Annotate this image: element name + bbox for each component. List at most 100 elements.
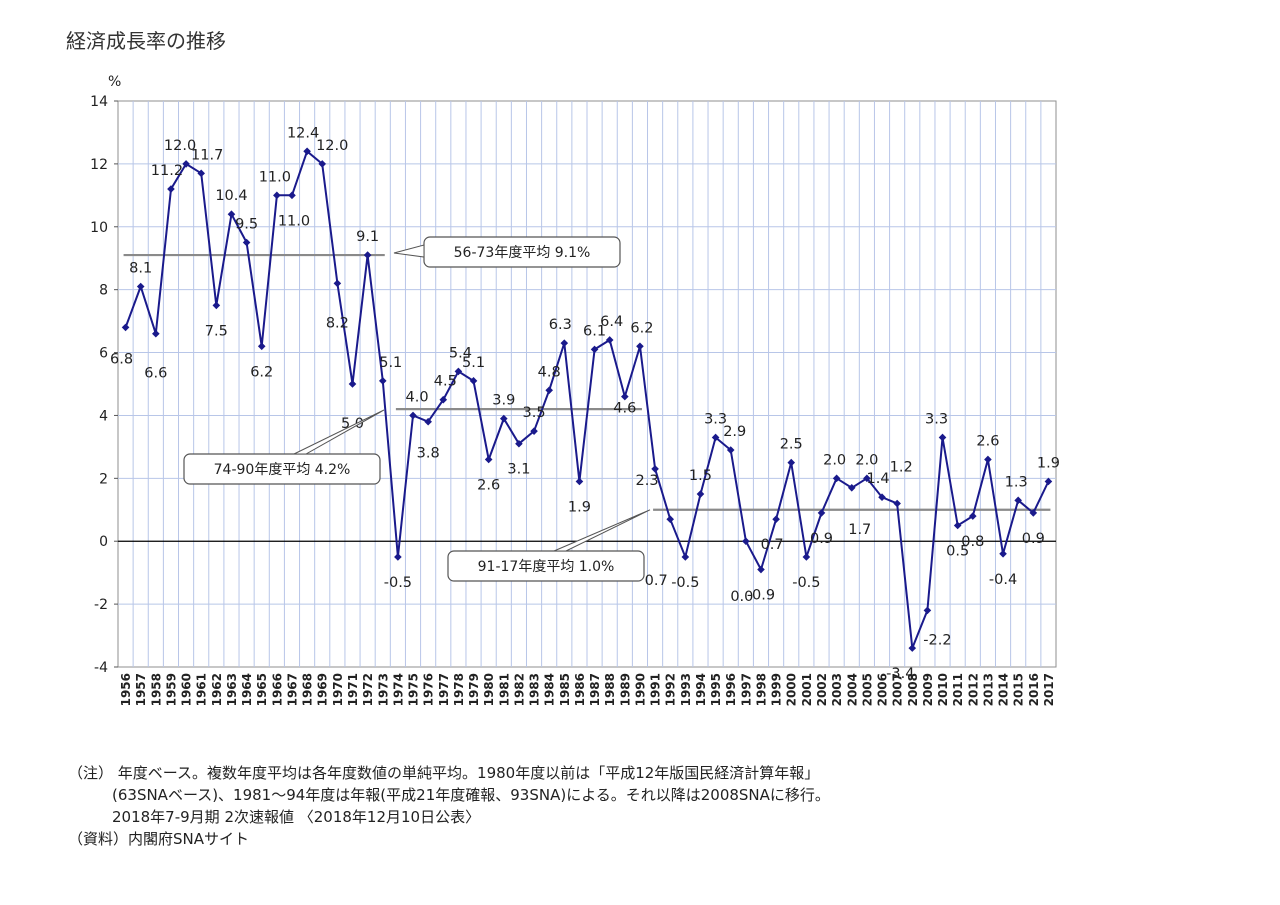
data-point	[484, 455, 493, 464]
data-label: 0.7	[761, 537, 784, 553]
data-point	[772, 515, 780, 524]
x-tick-label: 2002	[815, 673, 829, 706]
data-label: 6.8	[110, 351, 133, 367]
data-label: 1.5	[689, 468, 712, 484]
data-point	[938, 433, 947, 442]
data-point	[651, 465, 659, 473]
x-tick-label: 1968	[301, 673, 315, 706]
x-tick-label: 2016	[1027, 673, 1041, 706]
x-tick-label: 2013	[981, 673, 995, 706]
x-tick-label: 1986	[573, 673, 587, 706]
footnotes: （注） 年度ベース。複数年度平均は各年度数値の単純平均。1980年度以前は「平成…	[68, 762, 1168, 850]
data-label: 8.2	[326, 315, 349, 331]
data-point	[984, 455, 992, 464]
x-tick-label: 1982	[512, 673, 526, 706]
data-point	[560, 339, 569, 347]
data-point	[333, 279, 342, 288]
data-point	[863, 474, 871, 483]
data-label: -0.5	[384, 575, 412, 591]
y-axis-unit: %	[108, 74, 121, 90]
note-line-3: 2018年7-9月期 2次速報値 〈2018年12月10日公表〉	[112, 808, 481, 826]
data-point	[227, 210, 236, 218]
grid	[117, 100, 1057, 668]
data-point	[832, 474, 841, 483]
source-line: （資料）内閣府SNAサイト	[68, 830, 250, 848]
data-point	[605, 336, 614, 344]
x-tick-label: 1987	[588, 673, 602, 706]
data-point	[273, 191, 281, 200]
x-tick-label: 1981	[497, 673, 511, 706]
data-point	[1044, 477, 1053, 486]
data-label: 2.6	[976, 433, 999, 449]
data-label: 0.0	[730, 589, 753, 605]
x-tick-label: 1969	[316, 673, 330, 706]
data-label: 9.1	[356, 229, 379, 245]
data-point	[893, 499, 901, 508]
data-point	[802, 553, 811, 561]
data-label: 1.9	[1037, 455, 1060, 471]
data-point	[742, 537, 750, 546]
data-label: 11.7	[191, 147, 223, 163]
data-point	[681, 553, 690, 561]
x-tick-label: 1977	[437, 673, 451, 706]
data-label: 0.9	[810, 531, 833, 547]
x-tick-label: 2010	[936, 673, 950, 706]
data-point	[212, 301, 221, 310]
data-label: 2.0	[823, 452, 846, 468]
data-point	[152, 329, 160, 338]
x-tick-label: 1964	[240, 673, 254, 706]
data-label: 1.7	[848, 522, 871, 538]
data-label: 10.4	[215, 188, 247, 204]
data-point	[318, 160, 327, 168]
data-label: -0.5	[671, 575, 699, 591]
data-label: 6.2	[250, 364, 273, 380]
y-tick-label: 8	[99, 283, 108, 299]
series-markers	[121, 147, 1053, 652]
data-point	[530, 427, 538, 435]
x-tick-label: 2006	[876, 673, 890, 706]
x-tick-label: 2009	[921, 673, 935, 706]
data-point	[469, 377, 478, 385]
data-label: 4.5	[434, 374, 457, 390]
data-point	[424, 417, 432, 426]
note-line-1: （注） 年度ベース。複数年度平均は各年度数値の単純平均。1980年度以前は「平成…	[68, 764, 820, 782]
x-tick-label: 1959	[164, 673, 178, 706]
y-tick-label: 2	[99, 471, 108, 487]
data-label: 4.0	[405, 389, 428, 405]
x-tick-label: 1974	[391, 673, 405, 706]
data-point	[167, 185, 175, 193]
x-tick-label: 1994	[694, 673, 708, 706]
x-tick-label: 1988	[603, 673, 617, 706]
data-labels: 6.88.16.611.212.011.77.510.49.56.211.011…	[110, 125, 1060, 682]
x-tick-label: 2014	[997, 673, 1011, 706]
average-callout-label: 56-73年度平均 9.1%	[454, 245, 591, 261]
x-axis-ticks: 1956 1957 1958 1959 1960 1961 1962 1963 1964 1965…	[119, 673, 1056, 706]
y-tick-label: 10	[90, 220, 108, 236]
data-point	[923, 606, 932, 615]
y-tick-label: -2	[94, 597, 108, 613]
data-label: 5.4	[449, 345, 472, 361]
data-label: 3.9	[492, 393, 515, 409]
data-point	[363, 251, 372, 259]
data-label: 6.2	[630, 320, 653, 336]
x-tick-label: 1995	[709, 673, 723, 706]
data-label: 2.3	[636, 473, 659, 489]
data-label: -2.2	[923, 632, 951, 648]
data-label: 7.5	[205, 323, 228, 339]
x-tick-label: 2012	[966, 673, 980, 706]
data-point	[545, 386, 553, 395]
data-point	[878, 493, 886, 501]
data-label: 6.1	[583, 323, 606, 339]
data-label: 11.0	[278, 213, 310, 229]
data-label: -0.4	[989, 572, 1017, 588]
data-point	[121, 323, 130, 332]
x-tick-label: 2000	[785, 673, 799, 706]
x-tick-label: 2017	[1042, 673, 1056, 706]
average-callout-label: 74-90年度平均 4.2%	[214, 462, 351, 478]
data-point	[1029, 509, 1038, 517]
data-label: 6.6	[144, 366, 167, 382]
data-label: 1.3	[1005, 474, 1028, 490]
data-label: 5.1	[462, 355, 485, 371]
data-point	[999, 550, 1007, 558]
data-point	[621, 392, 629, 401]
